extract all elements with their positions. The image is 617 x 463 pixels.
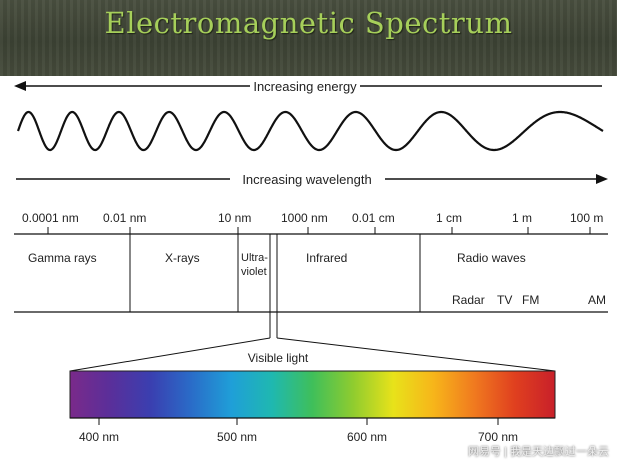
radio-band-radar: Radar (452, 293, 485, 307)
visible-light-zoom: Visible light 400 nm 500 nm 600 nm 700 n… (69, 337, 556, 444)
radio-band-am: AM (588, 293, 606, 307)
radio-band-fm: FM (522, 293, 539, 307)
visible-tick-label: 500 nm (217, 430, 257, 444)
scale-label: 0.01 nm (103, 211, 146, 225)
wavelength-arrow: Increasing wavelength (16, 172, 608, 187)
visible-tick-label: 400 nm (79, 430, 119, 444)
wave-curve (16, 110, 604, 152)
region-table: Gamma rays X-rays Ultra- violet Infrared… (14, 233, 608, 338)
region-xray-label: X-rays (165, 251, 200, 265)
radio-band-tv: TV (497, 293, 512, 307)
scale-label: 10 nm (218, 211, 251, 225)
visible-tick-label: 600 nm (347, 430, 387, 444)
scale-label: 100 m (570, 211, 603, 225)
region-uv-label-line2: violet (241, 266, 267, 278)
scale-label: 1 cm (436, 211, 462, 225)
region-infrared-label: Infrared (306, 251, 347, 265)
scale-label: 0.01 cm (352, 211, 395, 225)
energy-arrow-label: Increasing energy (253, 79, 357, 94)
title-banner: Electromagnetic Spectrum (0, 0, 617, 76)
region-radio-label: Radio waves (457, 251, 526, 265)
wavelength-scale: 0.0001 nm 0.01 nm 10 nm 1000 nm 0.01 cm … (22, 211, 603, 234)
scale-label: 1 m (512, 211, 532, 225)
energy-arrow: Increasing energy (14, 79, 602, 94)
scale-label: 1000 nm (281, 211, 328, 225)
wavelength-arrow-label: Increasing wavelength (242, 172, 371, 187)
watermark: 网易号 | 我是天边飘过一朵云 (468, 446, 609, 458)
banner-texture (0, 0, 617, 76)
scale-label: 0.0001 nm (22, 211, 79, 225)
visible-light-label: Visible light (248, 351, 309, 365)
region-gamma-label: Gamma rays (28, 251, 97, 265)
visible-tick-label: 700 nm (478, 430, 518, 444)
visible-spectrum-bar (69, 370, 556, 419)
page-title: Electromagnetic Spectrum (104, 6, 513, 40)
region-uv-label-line1: Ultra- (241, 252, 268, 264)
